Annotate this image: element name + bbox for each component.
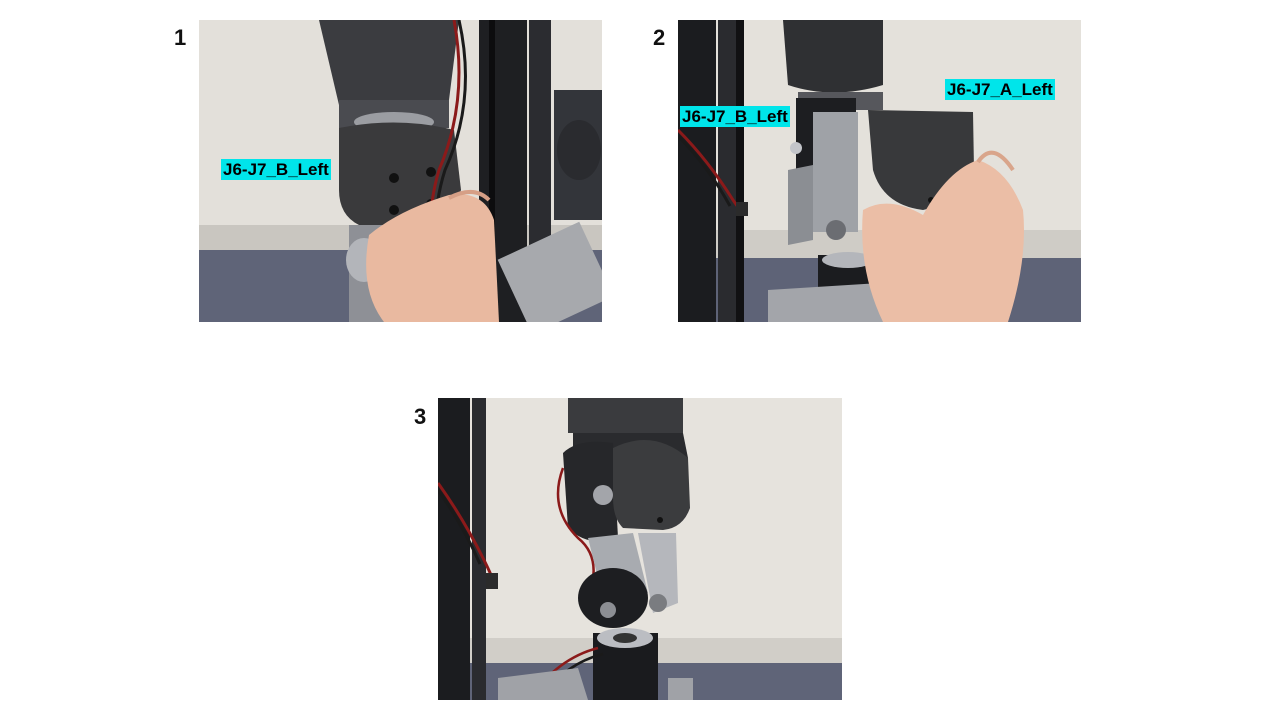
step-3-number: 3 <box>414 404 427 429</box>
step-1-illustration <box>199 20 602 322</box>
step-2-photo: J6-J7_B_Left J6-J7_A_Left <box>678 20 1081 322</box>
step-2-number: 2 <box>653 25 666 50</box>
step-2-label-j6-j7-a-left: J6-J7_A_Left <box>945 79 1055 100</box>
step-2-illustration <box>678 20 1081 322</box>
step-2-label-j6-j7-b-left: J6-J7_B_Left <box>680 106 790 127</box>
step-3-illustration <box>438 398 842 700</box>
step-1-label-j6-j7-b-left: J6-J7_B_Left <box>221 159 331 180</box>
step-1-photo: J6-J7_B_Left <box>199 20 602 322</box>
step-1-number: 1 <box>174 25 187 50</box>
step-3-photo <box>438 398 842 700</box>
